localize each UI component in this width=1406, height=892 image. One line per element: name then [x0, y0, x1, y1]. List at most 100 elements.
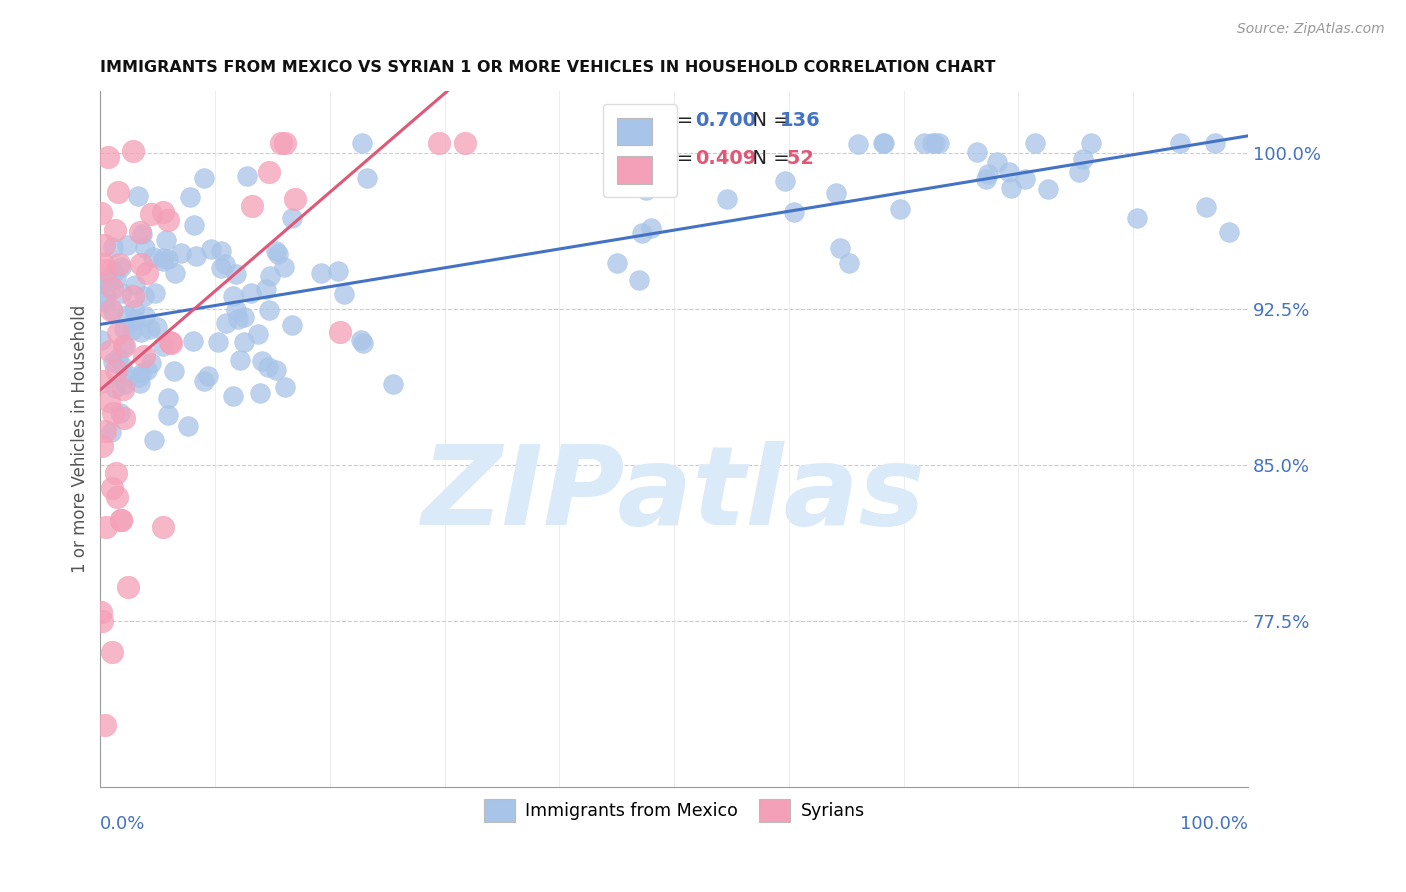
- Text: ZIPatlas: ZIPatlas: [422, 442, 927, 549]
- Point: [141, 356, 163, 370]
- Point: [97, 151, 120, 165]
- Point: [142, 433, 165, 447]
- Point: [94, 290, 117, 304]
- Point: [824, 186, 846, 201]
- Point: [606, 256, 628, 270]
- Point: [117, 580, 139, 594]
- Point: [254, 281, 277, 295]
- Point: [138, 321, 160, 335]
- Point: [129, 325, 152, 339]
- Point: [977, 167, 1000, 181]
- Point: [257, 165, 280, 179]
- Point: [101, 304, 124, 318]
- Point: [90, 605, 112, 619]
- Point: [273, 260, 295, 275]
- Point: [124, 278, 146, 293]
- Text: N =: N =: [740, 149, 796, 168]
- Point: [110, 513, 132, 527]
- Point: [966, 145, 988, 160]
- Point: [350, 333, 373, 347]
- Point: [107, 257, 129, 271]
- Point: [846, 137, 869, 152]
- Point: [247, 327, 270, 342]
- Text: Source: ZipAtlas.com: Source: ZipAtlas.com: [1237, 22, 1385, 37]
- Text: 0.700: 0.700: [695, 112, 756, 130]
- Point: [115, 308, 138, 322]
- Point: [264, 244, 287, 259]
- Point: [872, 136, 894, 150]
- Point: [152, 254, 174, 268]
- Point: [1204, 136, 1226, 150]
- Point: [225, 303, 247, 318]
- Point: [986, 155, 1008, 169]
- Point: [155, 233, 177, 247]
- Text: 0.0%: 0.0%: [100, 814, 146, 833]
- Point: [236, 169, 259, 183]
- Point: [197, 368, 219, 383]
- Point: [127, 188, 149, 202]
- Point: [129, 225, 152, 239]
- Point: [1000, 181, 1022, 195]
- Point: [976, 171, 998, 186]
- Point: [181, 334, 204, 348]
- Point: [636, 183, 658, 197]
- Point: [98, 344, 121, 359]
- Text: IMMIGRANTS FROM MEXICO VS SYRIAN 1 OR MORE VEHICLES IN HOUSEHOLD CORRELATION CHA: IMMIGRANTS FROM MEXICO VS SYRIAN 1 OR MO…: [100, 60, 995, 75]
- Point: [94, 520, 117, 534]
- Point: [90, 333, 112, 347]
- Point: [222, 289, 245, 303]
- Point: [200, 243, 222, 257]
- Point: [921, 136, 943, 150]
- Point: [281, 211, 304, 226]
- Point: [111, 359, 134, 373]
- Point: [121, 323, 143, 337]
- Point: [775, 174, 797, 188]
- Point: [91, 614, 114, 628]
- Point: [240, 285, 263, 300]
- Point: [828, 241, 851, 255]
- Point: [838, 256, 860, 270]
- Point: [1126, 211, 1149, 226]
- Point: [270, 136, 292, 150]
- Point: [249, 385, 271, 400]
- Point: [1038, 181, 1060, 195]
- Point: [145, 286, 167, 301]
- Point: [228, 353, 250, 368]
- Point: [146, 319, 169, 334]
- Point: [152, 520, 174, 534]
- Point: [156, 391, 179, 405]
- Point: [122, 303, 145, 318]
- Point: [105, 466, 128, 480]
- Point: [152, 205, 174, 219]
- Point: [928, 136, 950, 150]
- Point: [381, 377, 404, 392]
- Point: [118, 368, 141, 383]
- Point: [114, 377, 136, 392]
- Point: [101, 645, 124, 659]
- Point: [152, 252, 174, 266]
- Point: [107, 351, 129, 365]
- Point: [97, 274, 120, 288]
- Text: 100.0%: 100.0%: [1180, 814, 1249, 833]
- Point: [454, 136, 477, 150]
- Point: [176, 418, 198, 433]
- Point: [232, 334, 254, 349]
- Point: [209, 244, 232, 259]
- Point: [159, 334, 181, 349]
- Point: [134, 241, 156, 255]
- Point: [1024, 136, 1046, 150]
- Text: N =: N =: [740, 112, 796, 130]
- Point: [1014, 171, 1036, 186]
- Point: [284, 193, 307, 207]
- Point: [264, 363, 287, 377]
- Point: [93, 274, 115, 288]
- Point: [427, 136, 450, 150]
- Point: [256, 359, 278, 374]
- Point: [128, 369, 150, 384]
- Point: [94, 295, 117, 310]
- Point: [112, 322, 135, 336]
- Point: [112, 339, 135, 353]
- Point: [163, 266, 186, 280]
- Point: [112, 339, 135, 353]
- Point: [257, 303, 280, 318]
